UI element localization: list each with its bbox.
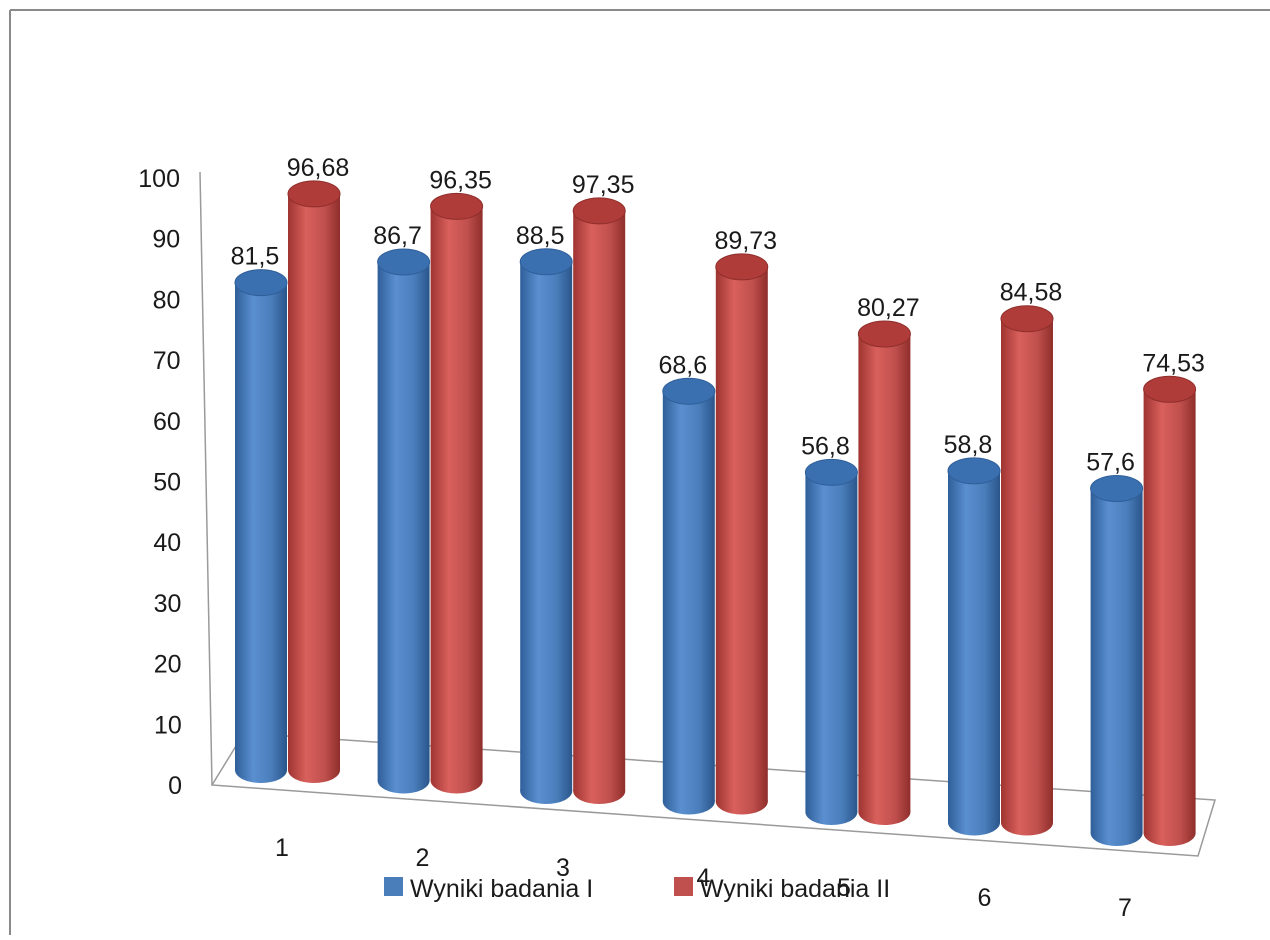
bar-1-5 xyxy=(804,458,858,825)
bar-2-4 xyxy=(715,253,769,815)
bar-top xyxy=(662,377,716,405)
bar-top xyxy=(947,457,1001,485)
legend-swatch-series-1 xyxy=(384,877,403,896)
bar-top xyxy=(377,248,431,276)
y-tick-label: 80 xyxy=(153,286,181,314)
y-tick-label: 0 xyxy=(168,772,182,800)
x-axis-ticks: 1 2 3 4 5 6 7 xyxy=(275,834,1132,922)
legend-label-series-2: Wyniki badania II xyxy=(700,875,890,903)
chart-floor xyxy=(210,732,1216,857)
bar-top xyxy=(715,253,769,281)
bar-body xyxy=(573,210,626,792)
bar-body xyxy=(948,470,1000,823)
data-label: 89,73 xyxy=(715,227,778,255)
bar-top xyxy=(1000,305,1054,333)
data-label: 68,6 xyxy=(658,351,707,379)
bar-body xyxy=(1090,488,1143,833)
x-tick-label: 1 xyxy=(275,834,289,862)
x-tick-label: 2 xyxy=(416,844,430,872)
data-label: 80,27 xyxy=(857,294,920,322)
legend: Wyniki badania I Wyniki badania II xyxy=(384,875,890,903)
data-label: 57,6 xyxy=(1086,449,1135,477)
x-tick-label: 4 xyxy=(697,864,711,892)
bar-body xyxy=(520,261,573,791)
bar-body xyxy=(235,282,287,770)
y-tick-label: 40 xyxy=(153,529,181,557)
bar-2-1 xyxy=(287,180,341,783)
legend-swatch-series-2 xyxy=(674,877,693,896)
data-label: 58,8 xyxy=(944,431,993,459)
data-label: 84,58 xyxy=(1000,279,1063,307)
bar-top xyxy=(804,458,858,486)
y-tick-label: 100 xyxy=(138,165,180,193)
y-tick-label: 90 xyxy=(152,226,180,254)
x-tick-label: 7 xyxy=(1118,894,1132,922)
bar-body xyxy=(430,206,483,781)
bar-top xyxy=(234,269,288,297)
bar-body xyxy=(1001,318,1053,823)
bar-1-4 xyxy=(662,377,716,815)
bar-body xyxy=(662,391,715,802)
bar-top xyxy=(287,180,341,208)
data-label: 97,35 xyxy=(572,171,635,199)
bar-2-2 xyxy=(430,192,484,794)
bar-body xyxy=(1143,389,1196,833)
bars-group: 81,5 96,68 86,796,35 88,597,35 68,6 89,73 56,8… xyxy=(231,154,1205,846)
bar-2-5 xyxy=(857,320,911,825)
legend-label-series-1: Wyniki badania I xyxy=(410,875,593,903)
bar-1-3 xyxy=(519,248,573,804)
bar-2-3 xyxy=(572,197,626,804)
data-label: 56,8 xyxy=(801,432,850,460)
bar-1-1 xyxy=(234,269,288,783)
x-tick-label: 5 xyxy=(837,874,851,902)
y-tick-label: 70 xyxy=(153,347,181,375)
data-label: 86,7 xyxy=(373,222,422,250)
y-axis-ticks: 0 10 20 30 40 50 60 70 80 90 100 xyxy=(138,165,182,800)
y-tick-label: 60 xyxy=(153,408,181,436)
bar-1-7 xyxy=(1090,475,1144,846)
y-axis-line xyxy=(199,171,213,786)
data-label: 96,68 xyxy=(287,154,350,182)
data-label: 96,35 xyxy=(429,166,492,194)
y-tick-label: 30 xyxy=(154,590,182,618)
y-tick-label: 20 xyxy=(154,651,182,679)
bar-top xyxy=(857,320,911,348)
bar-top xyxy=(572,197,626,225)
x-tick-label: 3 xyxy=(556,854,570,882)
bar-top xyxy=(430,192,484,220)
y-tick-label: 10 xyxy=(154,711,182,739)
bar-top xyxy=(1143,375,1197,403)
bar-body xyxy=(805,472,858,812)
data-label: 88,5 xyxy=(516,222,565,250)
x-tick-label: 6 xyxy=(978,884,992,912)
data-label: 81,5 xyxy=(231,243,280,271)
bar-body xyxy=(377,262,430,781)
bar-body xyxy=(288,193,340,770)
bar-top xyxy=(519,248,573,276)
bar-1-6 xyxy=(947,457,1001,836)
data-label: 74,53 xyxy=(1142,349,1205,377)
bar-body xyxy=(858,333,911,812)
y-tick-label: 50 xyxy=(153,469,181,497)
bar-2-7 xyxy=(1143,375,1197,846)
bar-top xyxy=(1090,475,1144,503)
bar-1-2 xyxy=(377,248,431,794)
bar-body xyxy=(715,266,768,802)
bar-2-6 xyxy=(1000,305,1054,836)
